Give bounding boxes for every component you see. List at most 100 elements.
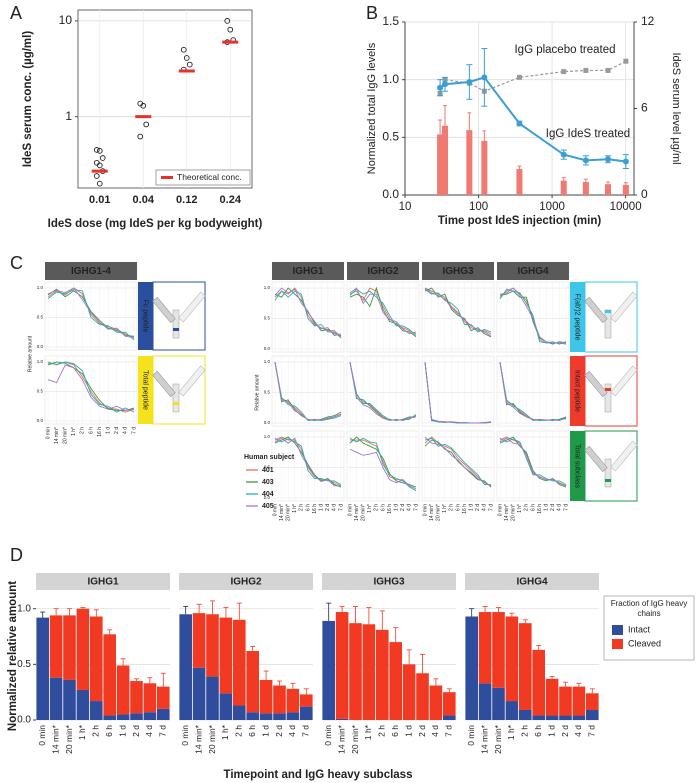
- row-strip: [570, 282, 585, 352]
- bar-segment: [492, 687, 505, 720]
- y-tick-label: 1.0: [37, 285, 44, 290]
- x-tick-label: 1 h*: [71, 427, 77, 436]
- x-tick-label: 4 d: [430, 725, 440, 737]
- x-tick-label: 20 min*: [207, 724, 217, 754]
- x-tick-label: 7 d: [338, 504, 344, 511]
- row-label: F(ab')2 peptide: [574, 294, 581, 341]
- data-point: [93, 173, 100, 179]
- x-tick-label: 2 h: [524, 504, 530, 511]
- data-point: [516, 120, 523, 127]
- bar-segment: [389, 642, 402, 720]
- x-tick-label: 10: [399, 201, 412, 213]
- antibody-stem: [172, 383, 180, 413]
- x-tick-label: 20 min*: [286, 504, 292, 521]
- bar-segment: [206, 614, 219, 677]
- x-tick-label: 14 min*: [279, 504, 285, 521]
- y-axis-label: Normalized relative amount: [7, 581, 19, 731]
- bar-segment: [259, 679, 273, 714]
- y2-tick-label: 6: [641, 101, 648, 115]
- y-tick-label: 1.0: [264, 434, 271, 439]
- antibody-stem: [604, 458, 612, 488]
- antibody-stem: [604, 383, 612, 413]
- bar-segment: [443, 715, 456, 720]
- x-tick-label: 1 d: [117, 725, 127, 737]
- x-axis-label: Timepoint and IgG heavy subclass: [224, 769, 413, 781]
- x-tick-label: 4 d: [557, 504, 563, 511]
- y-tick-label: 0.5: [264, 465, 271, 470]
- x-tick-label: 6 h: [104, 725, 114, 737]
- x-tick-label: 0 min: [37, 725, 47, 746]
- data-point: [93, 147, 100, 153]
- data-point: [605, 156, 612, 163]
- x-tick-label: 6 h: [530, 504, 536, 511]
- data-point: [96, 180, 103, 187]
- x-tick-label: 6 h: [380, 504, 386, 511]
- data-point: [143, 121, 150, 128]
- x-tick-label: 7 d: [563, 504, 569, 511]
- x-tick-label: 2 h: [234, 725, 244, 737]
- data-point: [227, 26, 234, 33]
- antibody-arm: [152, 296, 176, 324]
- y-tick-label: 10: [59, 13, 73, 27]
- y-tick-label: 1.0: [264, 359, 271, 364]
- bar-segment: [130, 713, 143, 720]
- bar-segment: [143, 683, 157, 713]
- x-tick-label: 4 d: [123, 427, 129, 434]
- x-tick-label: 2 d: [131, 725, 141, 737]
- serum-bar: [622, 184, 629, 195]
- x-tick-label: 16 h: [312, 504, 318, 514]
- subject-line: [47, 364, 135, 411]
- x-tick-label: 4 d: [287, 725, 297, 737]
- antibody-arm: [610, 291, 638, 323]
- facet-header: [465, 573, 599, 590]
- bar-segment: [300, 694, 313, 707]
- x-tick-label: 20 min*: [64, 724, 74, 754]
- facet-title: IGHG3: [373, 577, 405, 588]
- bar-segment: [103, 634, 116, 716]
- x-tick-label: 1 d: [106, 427, 112, 434]
- x-tick-label: 14 min*: [504, 504, 510, 521]
- x-tick-label: 1 d: [319, 504, 325, 511]
- x-tick-label: 4 d: [482, 504, 488, 511]
- x-tick-label: 1000: [539, 201, 565, 213]
- bar-segment: [586, 709, 599, 720]
- y-tick-label: 1.0: [382, 72, 399, 86]
- legend-title-holder: Fraction of IgG heavy chains: [611, 599, 687, 618]
- subject-line: [274, 361, 342, 421]
- bar-segment: [36, 617, 49, 720]
- facet-title: IGHG1-4: [71, 266, 111, 277]
- peptide-marker: [605, 388, 611, 391]
- subject-line: [499, 361, 567, 422]
- x-tick-label: 2 d: [550, 504, 556, 511]
- subject-line: [499, 437, 567, 487]
- bar-segment: [545, 715, 559, 720]
- data-point: [481, 74, 488, 81]
- x-tick-label: 1 h*: [517, 504, 523, 513]
- y-tick-label: 1: [65, 109, 72, 123]
- y-tick-label: 0.0: [37, 418, 44, 423]
- x-tick-label: 7 d: [301, 725, 311, 737]
- y-axis-label: Normalized total IgG levels: [366, 42, 378, 174]
- antibody-stem: [604, 309, 612, 339]
- bar-segment: [130, 681, 143, 714]
- x-tick-label: 1 d: [544, 504, 550, 511]
- data-point: [186, 61, 193, 68]
- bar-segment: [206, 676, 219, 720]
- x-tick-label: 14 min*: [479, 724, 489, 754]
- antibody-arm: [178, 291, 206, 323]
- row-label: Intact peptide: [574, 370, 581, 412]
- bar-segment: [532, 649, 545, 716]
- x-tick-label: 2 d: [114, 427, 120, 434]
- data-point: [623, 58, 629, 64]
- bar-segment: [572, 715, 586, 720]
- facet-title: IGHG1: [292, 266, 324, 277]
- bar-segment: [545, 678, 559, 716]
- row-label: Total peptide: [142, 370, 149, 410]
- facet-header: [272, 262, 344, 280]
- x-tick-label: 0.04: [133, 194, 155, 206]
- y-tick-label: 0.0: [264, 420, 271, 425]
- data-point: [183, 55, 190, 61]
- bar-segment: [90, 701, 103, 720]
- bar-segment: [286, 712, 300, 720]
- x-tick-label: 2 h: [377, 725, 387, 737]
